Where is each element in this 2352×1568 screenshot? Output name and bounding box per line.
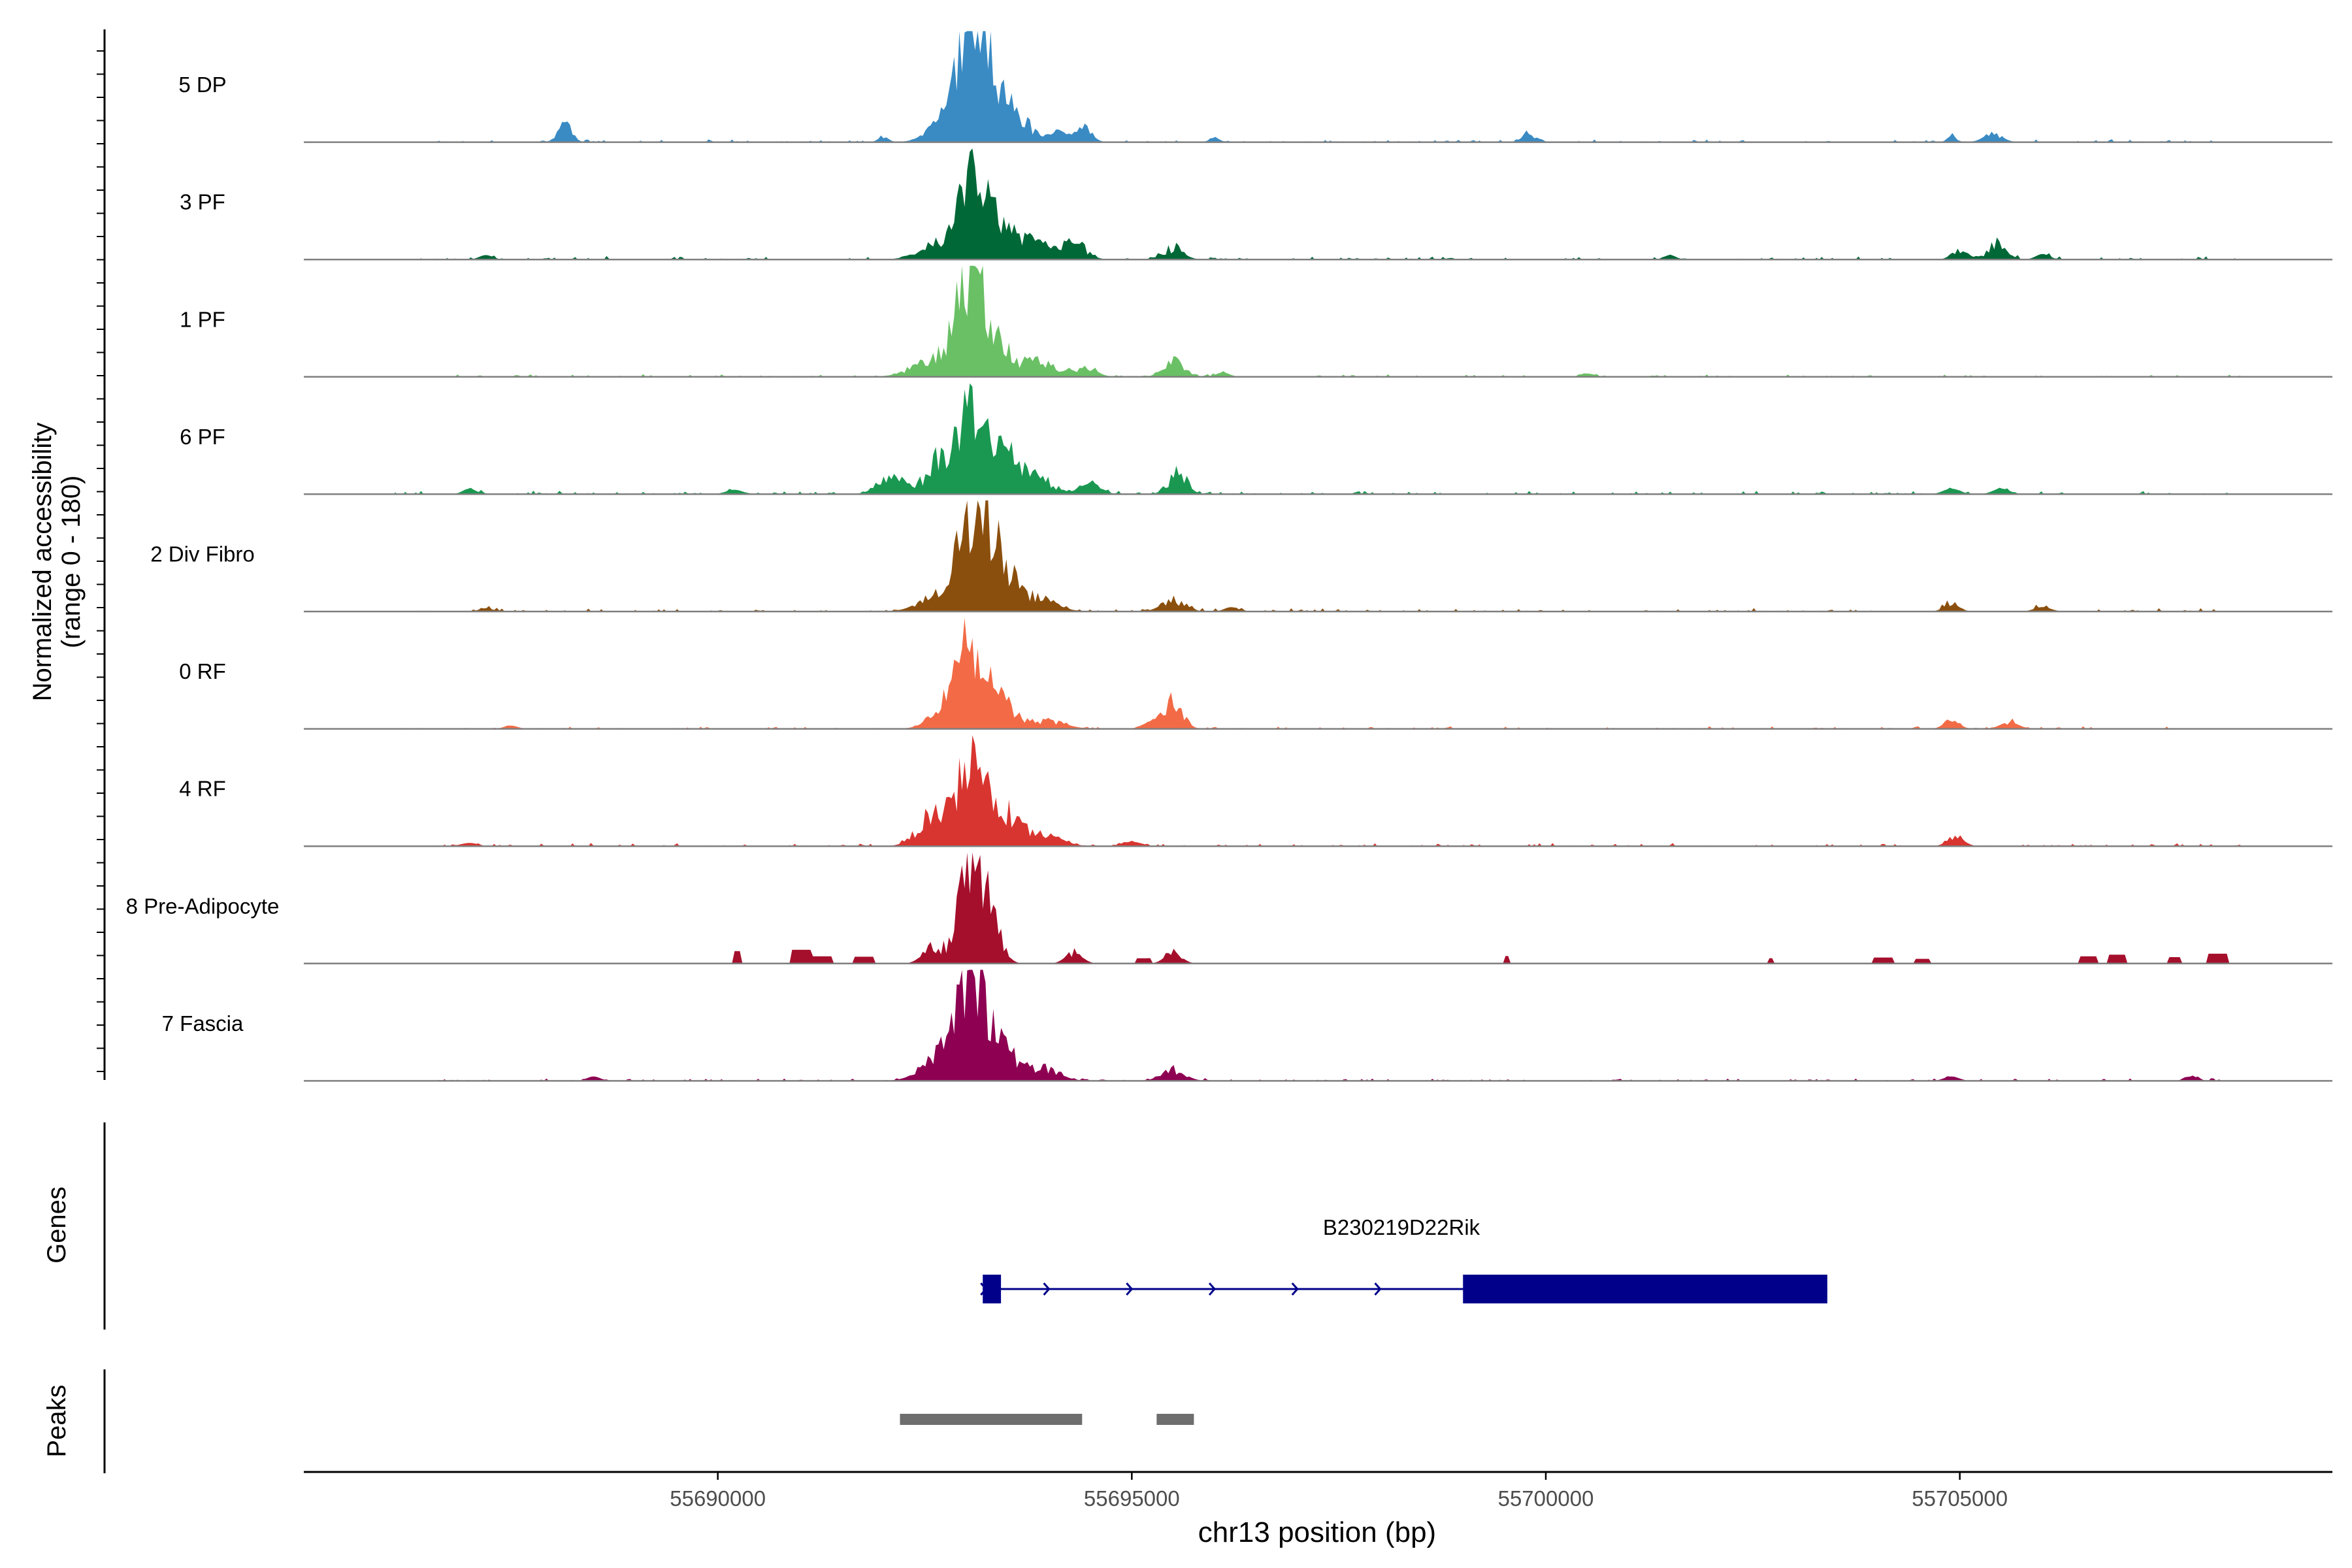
track-label: 0 RF [179, 659, 226, 683]
strand-arrow-icon [1043, 1282, 1051, 1296]
x-tick-label: 55695000 [1084, 1486, 1180, 1511]
strand-arrow-icon [1208, 1282, 1217, 1296]
track-label: 7 Fascia [162, 1011, 244, 1036]
coverage-area [395, 852, 2242, 964]
coverage-track-0-rf: 0 RF [179, 617, 2332, 730]
coverage-area [395, 31, 2242, 142]
gene-exon [1463, 1275, 1827, 1303]
y-axis-label: Normalized accessibility [28, 423, 57, 702]
coverage-area [395, 265, 2242, 377]
peak-region [900, 1414, 1083, 1425]
strand-arrow-icon [1126, 1282, 1134, 1296]
coverage-track-8-pre-adipocyte: 8 Pre-Adipocyte [126, 852, 2332, 965]
coverage-area [395, 500, 2242, 612]
strand-arrow-icon [1291, 1282, 1299, 1296]
genes-track-label: Genes [42, 1186, 71, 1264]
left-axis-layer [97, 29, 106, 1473]
x-tick-label: 55690000 [670, 1486, 766, 1511]
coverage-tracks: 5 DP 3 PF 1 PF 6 PF 2 Div Fibro 0 RF 4 RF 8 Pre… [126, 31, 2332, 1082]
track-label: 5 DP [178, 73, 226, 97]
strand-arrow-icon [1374, 1282, 1382, 1296]
coverage-track-3-pf: 3 PF [180, 148, 2332, 261]
coverage-area [395, 970, 2242, 1081]
coverage-area [395, 735, 2242, 847]
coverage-track-1-pf: 1 PF [180, 265, 2332, 378]
peaks-track-label: Peaks [42, 1384, 71, 1457]
peak-region-track [900, 1414, 1194, 1425]
gene-name-label: B230219D22Rik [1323, 1215, 1480, 1239]
coverage-area [395, 148, 2242, 260]
track-label: 6 PF [180, 425, 225, 449]
gene-annotation-track [980, 1275, 1827, 1303]
x-axis: 55690000 55695000 55700000 55705000 [304, 1471, 2332, 1511]
x-tick-label: 55700000 [1498, 1486, 1594, 1511]
track-label: 1 PF [180, 307, 225, 331]
coverage-track-6-pf: 6 PF [180, 383, 2332, 495]
peak-region [1156, 1414, 1194, 1425]
track-label: 3 PF [180, 190, 225, 214]
coverage-area [395, 617, 2242, 729]
y-axis-range-label: (range 0 - 180) [57, 476, 86, 649]
gene-exon [983, 1275, 1002, 1303]
x-tick-label: 55705000 [1912, 1486, 2008, 1511]
x-axis-label: chr13 position (bp) [1198, 1516, 1436, 1548]
coverage-track-5-dp: 5 DP [178, 31, 2332, 143]
coverage-area [395, 383, 2242, 495]
coverage-track-7-fascia: 7 Fascia [162, 970, 2332, 1082]
track-label: 2 Div Fibro [150, 542, 255, 566]
track-label: 4 RF [179, 777, 226, 801]
coverage-track-2-div-fibro: 2 Div Fibro [150, 500, 2332, 613]
coverage-track-4-rf: 4 RF [179, 735, 2332, 847]
track-label: 8 Pre-Adipocyte [126, 894, 280, 918]
